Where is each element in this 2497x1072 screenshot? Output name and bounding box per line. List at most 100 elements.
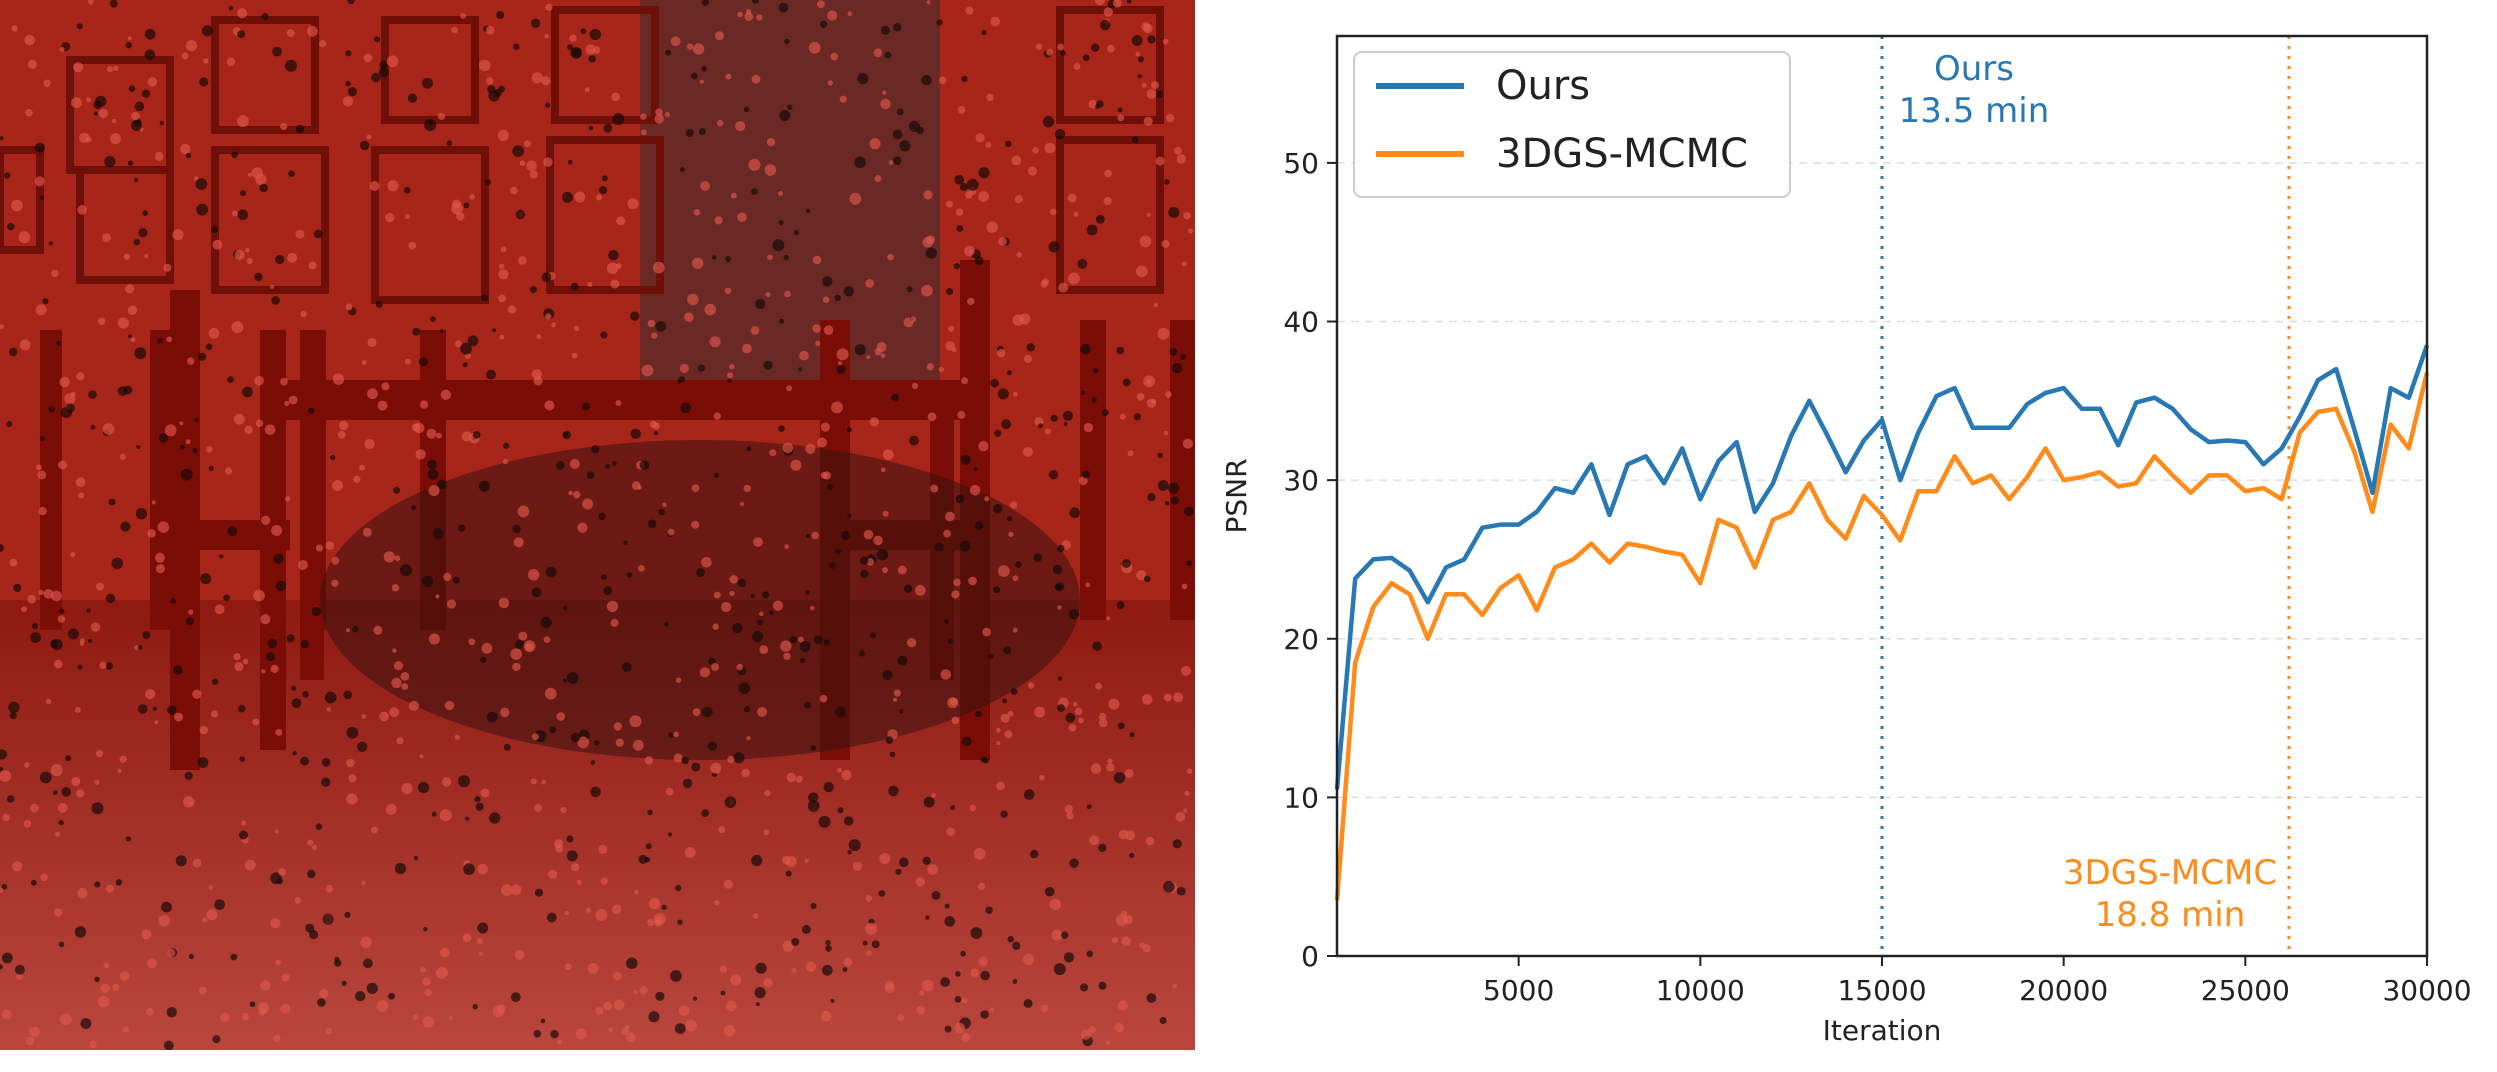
point-speckle [665,49,672,56]
point-speckle [639,986,648,995]
point-speckle [345,628,351,633]
point-speckle [80,1018,92,1029]
point-speckle [984,496,990,502]
point-speckle [611,92,620,102]
point-speckle [996,727,1001,733]
point-speckle [110,133,121,145]
point-speckle [835,706,847,718]
point-speckle [437,112,446,121]
point-speckle [313,229,323,239]
point-speckle [772,239,785,252]
point-speckle [1072,701,1078,707]
point-speckle [714,216,723,225]
point-speckle [134,645,140,650]
point-speckle [237,209,249,220]
point-speckle [1054,583,1063,591]
point-speckle [345,80,351,87]
point-speckle [847,11,853,17]
point-speckle [1168,206,1180,218]
annotation-mcmc-label: 3DGS-MCMC [2063,853,2277,893]
point-speckle [944,916,955,927]
point-speckle [699,79,704,85]
point-speckle [949,697,958,706]
point-speckle [371,72,381,83]
point-speckle [787,104,793,110]
point-speckle [686,43,694,50]
point-speckle [1001,419,1011,430]
point-speckle [247,172,252,177]
point-speckle [305,923,315,933]
point-speckle [1114,1022,1124,1033]
point-speckle [823,639,830,646]
point-speckle [1046,48,1054,56]
point-speckle [197,757,209,768]
point-speckle [157,337,163,344]
point-speckle [125,836,132,842]
point-speckle [943,529,951,538]
point-speckle [456,212,465,221]
point-speckle [562,678,568,683]
point-speckle [1117,114,1125,122]
point-speckle [274,829,279,834]
point-speckle [567,159,573,165]
point-speckle [641,364,654,377]
point-speckle [393,661,404,671]
point-speckle [540,1018,546,1024]
point-speckle [271,296,280,305]
point-speckle [325,1027,333,1035]
point-speckle [570,282,579,291]
point-speckle [245,247,250,253]
point-speckle [1147,35,1156,44]
point-speckle [759,645,769,654]
point-speckle [662,502,667,508]
point-speckle [889,751,896,758]
point-speckle [682,778,693,789]
point-speckle [986,93,994,102]
point-speckle [208,327,220,339]
point-speckle [812,324,821,333]
point-speckle [576,879,582,885]
point-speckle [206,446,213,453]
point-speckle [893,697,898,702]
point-speckle [1107,758,1113,764]
point-speckle [955,494,965,504]
point-speckle [640,129,647,136]
point-speckle [601,175,608,182]
point-speckle [842,967,848,972]
point-speckle [816,0,825,9]
point-speckle [192,447,198,454]
point-speckle [88,390,97,399]
point-speckle [381,382,390,391]
point-speckle [288,395,298,405]
point-speckle [383,551,395,563]
point-speckle [566,835,574,843]
point-speckle [670,970,682,982]
point-speckle [125,284,135,294]
point-speckle [598,512,606,521]
point-speckle [99,661,107,670]
point-speckle [896,1013,905,1022]
point-speckle [164,424,177,437]
point-speckle [790,459,802,471]
point-speckle [281,973,290,982]
point-speckle [1027,682,1035,689]
point-speckle [564,963,572,971]
point-speckle [701,706,713,718]
point-speckle [175,855,187,867]
point-speckle [1104,169,1112,178]
point-speckle [810,745,817,751]
point-speckle [577,736,590,749]
point-speckle [860,569,869,579]
point-speckle [185,617,194,626]
x-tick-label: 20000 [2019,974,2108,1007]
point-speckle [1155,156,1165,166]
point-speckle [599,186,608,195]
point-speckle [1091,397,1097,403]
point-speckle [12,861,23,872]
point-speckle [916,1005,926,1015]
point-speckle [1163,881,1175,893]
point-speckle [321,777,331,787]
point-speckle [647,319,656,328]
point-speckle [751,0,760,4]
point-speckle [590,760,596,765]
